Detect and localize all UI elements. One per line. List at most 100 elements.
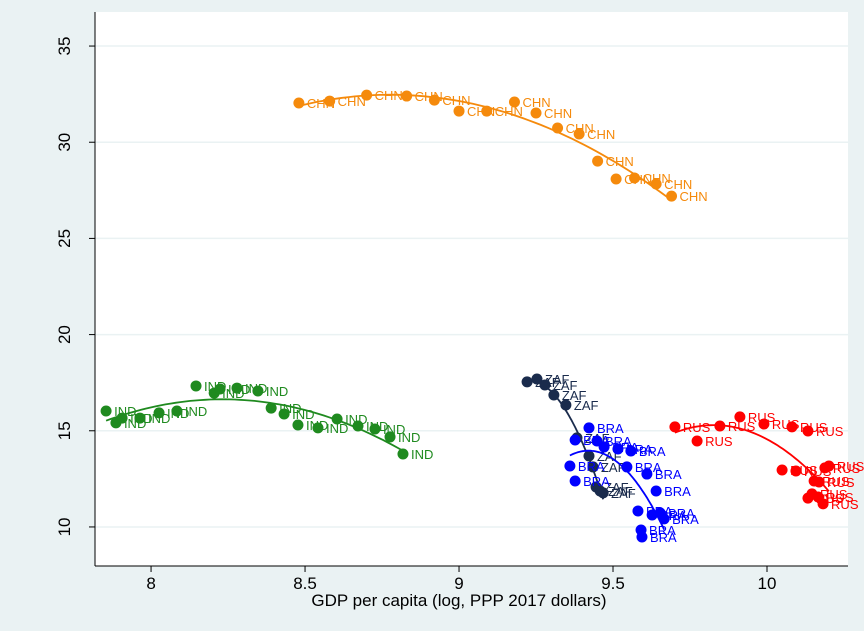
point-label: ZAF bbox=[562, 388, 587, 403]
y-tick-label: 15 bbox=[55, 421, 74, 440]
point-label: RUS bbox=[826, 490, 854, 505]
point bbox=[802, 492, 814, 504]
point-label: CHN bbox=[495, 104, 523, 119]
point-label: RUS bbox=[816, 424, 844, 439]
point-label: CHN bbox=[544, 106, 572, 121]
point bbox=[650, 485, 662, 497]
point bbox=[658, 513, 670, 525]
x-tick-label: 10 bbox=[758, 574, 777, 593]
point bbox=[190, 380, 202, 392]
point-label: RUS bbox=[833, 461, 861, 476]
point bbox=[548, 389, 560, 401]
point-label: RUS bbox=[831, 497, 859, 512]
point bbox=[734, 411, 746, 423]
point bbox=[597, 487, 609, 499]
point-label: BRA bbox=[597, 421, 624, 436]
point-label: BRA bbox=[583, 474, 610, 489]
point bbox=[666, 190, 678, 202]
point bbox=[691, 435, 703, 447]
point bbox=[790, 465, 802, 477]
point bbox=[171, 405, 183, 417]
point-label: CHN bbox=[664, 177, 692, 192]
point bbox=[786, 421, 798, 433]
point bbox=[312, 422, 324, 434]
point bbox=[552, 122, 564, 134]
point bbox=[293, 97, 305, 109]
point bbox=[758, 418, 770, 430]
point bbox=[428, 94, 440, 106]
point bbox=[612, 443, 624, 455]
point bbox=[453, 105, 465, 117]
point-label: BRA bbox=[649, 523, 676, 538]
point-label: IND bbox=[292, 407, 314, 422]
point-label: IND bbox=[266, 384, 288, 399]
point-label: CHN bbox=[338, 94, 366, 109]
point bbox=[625, 445, 637, 457]
point bbox=[278, 408, 290, 420]
point bbox=[573, 128, 585, 140]
point bbox=[397, 448, 409, 460]
point-label: RUS bbox=[820, 487, 848, 502]
y-tick-label: 10 bbox=[55, 517, 74, 536]
point bbox=[560, 399, 572, 411]
point bbox=[369, 423, 381, 435]
point-label: BRA bbox=[650, 530, 677, 545]
point-label: ZAF bbox=[608, 484, 633, 499]
point bbox=[714, 420, 726, 432]
point-label: BRA bbox=[605, 434, 632, 449]
fit-line bbox=[569, 449, 665, 530]
x-tick-label: 8 bbox=[146, 574, 155, 593]
point-label: RUS bbox=[728, 419, 756, 434]
point bbox=[331, 413, 343, 425]
plot-area bbox=[95, 12, 848, 566]
point bbox=[564, 460, 576, 472]
point bbox=[598, 441, 610, 453]
point-label: CHN bbox=[442, 93, 470, 108]
x-axis-title: GDP per capita (log, PPP 2017 dollars) bbox=[311, 591, 606, 610]
point bbox=[252, 385, 264, 397]
point bbox=[817, 498, 829, 510]
x-tick-label: 9 bbox=[454, 574, 463, 593]
point-label: BRA bbox=[578, 459, 605, 474]
y-tick-label: 25 bbox=[55, 229, 74, 248]
point-label: CHN bbox=[587, 127, 615, 142]
point bbox=[636, 531, 648, 543]
point bbox=[324, 95, 336, 107]
point-label: RUS bbox=[705, 434, 733, 449]
point bbox=[776, 464, 788, 476]
point bbox=[401, 90, 413, 102]
point-label: BRA bbox=[668, 506, 695, 521]
point-label: BRA bbox=[639, 444, 666, 459]
point bbox=[629, 172, 641, 184]
point bbox=[100, 405, 112, 417]
point-label: ZAF bbox=[611, 486, 636, 501]
point bbox=[531, 373, 543, 385]
point-label: RUS bbox=[748, 410, 776, 425]
point bbox=[292, 419, 304, 431]
point bbox=[641, 468, 653, 480]
point bbox=[116, 412, 128, 424]
point bbox=[481, 105, 493, 117]
point-label: CHN bbox=[375, 88, 403, 103]
point-label: RUS bbox=[816, 491, 844, 506]
point bbox=[352, 420, 364, 432]
point-label: ZAF bbox=[545, 372, 570, 387]
y-tick-label: 30 bbox=[55, 133, 74, 152]
point bbox=[384, 431, 396, 443]
point-label: RUS bbox=[837, 459, 864, 474]
point bbox=[214, 383, 226, 395]
point-label: IND bbox=[148, 411, 170, 426]
point-label: IND bbox=[398, 430, 420, 445]
point-label: CHN bbox=[680, 189, 708, 204]
point bbox=[632, 505, 644, 517]
point-label: ZAF bbox=[553, 378, 578, 393]
point-label: RUS bbox=[822, 474, 850, 489]
y-tick-label: 20 bbox=[55, 325, 74, 344]
point bbox=[650, 178, 662, 190]
point bbox=[610, 173, 622, 185]
point-label: RUS bbox=[683, 420, 711, 435]
point-label: IND bbox=[411, 447, 433, 462]
point-label: BRA bbox=[655, 467, 682, 482]
